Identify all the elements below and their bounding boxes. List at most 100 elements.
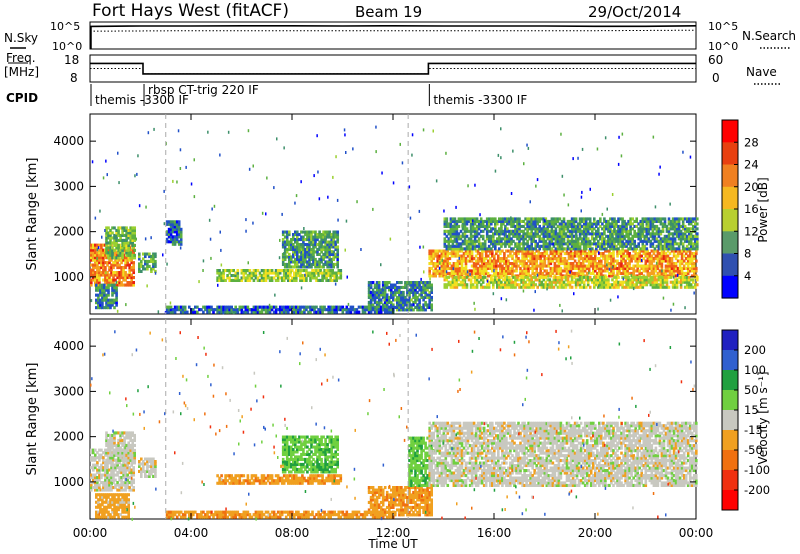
power-cell xyxy=(661,227,665,231)
power-cell xyxy=(414,290,417,294)
power-cell xyxy=(463,283,467,287)
power-cell xyxy=(420,295,423,299)
power-cell xyxy=(428,295,431,299)
power-cell xyxy=(332,255,335,259)
power-cell xyxy=(472,271,476,275)
power-cell xyxy=(464,271,468,275)
power-cell xyxy=(108,266,111,270)
power-cell xyxy=(442,266,446,270)
power-cell xyxy=(453,244,457,248)
power-cell xyxy=(256,305,260,309)
power-cell xyxy=(287,308,290,312)
power-cell xyxy=(673,280,677,284)
power-cell xyxy=(92,271,95,275)
power-cell xyxy=(566,244,570,248)
power-cell xyxy=(129,236,132,240)
power-cell xyxy=(527,252,530,256)
power-cell xyxy=(453,285,457,289)
power-cell xyxy=(474,259,478,263)
power-speck xyxy=(208,218,211,222)
power-cell xyxy=(250,271,254,275)
power-cell xyxy=(583,254,587,258)
power-cell xyxy=(580,239,584,243)
power-cell xyxy=(568,224,572,228)
power-speck xyxy=(596,147,599,151)
power-cell xyxy=(113,286,116,290)
power-cell xyxy=(442,271,446,275)
power-cell xyxy=(470,257,474,261)
power-cell xyxy=(114,253,117,257)
power-cell xyxy=(522,239,525,243)
power-cell xyxy=(452,262,456,266)
power-cell xyxy=(148,255,151,259)
power-speck xyxy=(597,284,600,288)
power-cell xyxy=(451,232,455,236)
power-cell xyxy=(627,234,630,238)
power-cell xyxy=(634,249,637,253)
power-cell xyxy=(218,271,221,275)
power-cell xyxy=(645,234,649,238)
power-cell xyxy=(173,308,177,312)
power-cell xyxy=(252,305,256,309)
power-cell xyxy=(202,305,205,309)
power-cell xyxy=(679,275,683,279)
power-speck xyxy=(435,179,438,183)
power-cell xyxy=(351,305,355,309)
power-cell xyxy=(543,264,547,268)
power-cell xyxy=(456,269,460,273)
nave-tick-top: 60 xyxy=(708,53,723,67)
power-cell xyxy=(113,243,116,247)
power-cell xyxy=(621,222,624,226)
power-cell xyxy=(517,257,520,261)
power-cell xyxy=(675,224,679,228)
power-cell xyxy=(146,264,149,268)
power-cell xyxy=(295,308,298,312)
power-cell xyxy=(377,310,381,314)
power-cell xyxy=(326,230,329,234)
power-cell xyxy=(226,310,229,314)
power-cell xyxy=(318,260,321,264)
power-cell xyxy=(310,255,313,259)
power-speck xyxy=(429,277,431,281)
power-cell xyxy=(664,257,668,261)
power-speck xyxy=(179,167,182,170)
power-cell xyxy=(465,242,469,246)
power-cell xyxy=(473,234,477,238)
power-cell xyxy=(383,310,387,314)
power-cell xyxy=(483,224,487,228)
power-cell xyxy=(558,239,562,243)
power-cell xyxy=(660,257,664,261)
power-cell xyxy=(114,278,117,282)
power-cell xyxy=(410,298,413,302)
power-cell xyxy=(473,237,477,241)
power-cell xyxy=(571,271,575,275)
power-cell xyxy=(150,259,153,263)
power-cell xyxy=(672,252,676,256)
power-cell xyxy=(130,283,133,287)
nsearch-tick-top: 10^5 xyxy=(708,20,738,33)
power-cell xyxy=(424,281,427,285)
power-cell xyxy=(385,305,389,309)
power-cell xyxy=(426,295,429,299)
power-cell xyxy=(516,244,519,248)
power-cell xyxy=(537,271,540,275)
power-cell xyxy=(550,217,554,221)
power-cell xyxy=(375,308,379,312)
power-cell xyxy=(537,254,540,258)
power-cell xyxy=(123,241,126,245)
power-speck xyxy=(418,209,421,213)
power-cell xyxy=(260,274,264,278)
power-cell xyxy=(538,234,541,238)
power-cell xyxy=(298,265,301,269)
power-cell xyxy=(490,239,493,243)
power-cell xyxy=(689,283,693,287)
power-cell xyxy=(268,310,272,314)
power-cell xyxy=(326,260,329,264)
power-cell xyxy=(573,252,577,256)
power-cell xyxy=(607,244,610,248)
power-cell xyxy=(551,252,555,256)
power-speck xyxy=(337,218,339,222)
power-cell xyxy=(473,232,477,236)
power-cell xyxy=(646,269,650,273)
power-cell xyxy=(102,273,105,277)
